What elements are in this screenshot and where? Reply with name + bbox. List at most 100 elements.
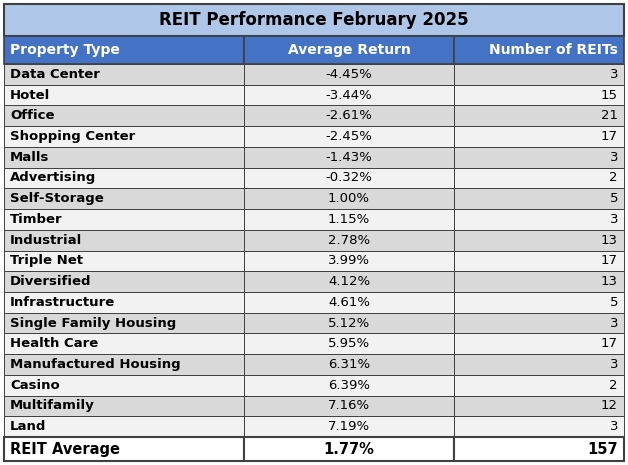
Bar [244, 209, 454, 230]
Text: Hotel: Hotel [10, 89, 50, 101]
Bar [244, 188, 454, 209]
Bar [4, 292, 244, 312]
Bar [4, 437, 244, 461]
Text: -2.61%: -2.61% [325, 109, 372, 122]
Bar [244, 85, 454, 106]
Text: 21: 21 [601, 109, 618, 122]
Text: Shopping Center: Shopping Center [10, 130, 135, 143]
Text: 13: 13 [601, 275, 618, 288]
Bar [454, 106, 624, 126]
Text: 6.31%: 6.31% [328, 358, 370, 371]
Text: Manufactured Housing: Manufactured Housing [10, 358, 181, 371]
Bar [4, 147, 244, 167]
Bar [4, 416, 244, 437]
Text: 1.00%: 1.00% [328, 192, 370, 205]
Bar [244, 106, 454, 126]
Bar [4, 375, 244, 396]
Text: 17: 17 [601, 337, 618, 350]
Bar [4, 396, 244, 416]
Text: -3.44%: -3.44% [326, 89, 372, 101]
Bar [454, 230, 624, 251]
Bar [244, 271, 454, 292]
Text: Diversified: Diversified [10, 275, 92, 288]
Text: REIT Performance February 2025: REIT Performance February 2025 [159, 11, 469, 29]
Bar [4, 312, 244, 333]
Text: 3: 3 [610, 358, 618, 371]
Bar [4, 188, 244, 209]
Bar [454, 416, 624, 437]
Text: Average Return: Average Return [288, 43, 411, 57]
Text: 5: 5 [610, 296, 618, 309]
Text: Property Type: Property Type [10, 43, 120, 57]
Text: Casino: Casino [10, 379, 60, 392]
Bar [454, 271, 624, 292]
Bar [244, 354, 454, 375]
Text: Data Center: Data Center [10, 68, 100, 81]
Bar [244, 230, 454, 251]
Bar [244, 416, 454, 437]
Text: 2: 2 [610, 172, 618, 185]
Bar [454, 209, 624, 230]
Bar [244, 375, 454, 396]
Bar [4, 36, 244, 64]
Text: 6.39%: 6.39% [328, 379, 370, 392]
Bar [4, 209, 244, 230]
Bar [454, 64, 624, 85]
Text: Timber: Timber [10, 213, 63, 226]
Text: Malls: Malls [10, 151, 50, 164]
Bar [454, 333, 624, 354]
Bar [244, 147, 454, 167]
Bar [454, 167, 624, 188]
Text: Industrial: Industrial [10, 233, 82, 246]
Text: Multifamily: Multifamily [10, 399, 95, 412]
Text: 5.95%: 5.95% [328, 337, 370, 350]
Bar [4, 126, 244, 147]
Bar [454, 354, 624, 375]
Text: 3: 3 [610, 151, 618, 164]
Bar [244, 126, 454, 147]
Bar [244, 437, 454, 461]
Bar [244, 396, 454, 416]
Text: 7.16%: 7.16% [328, 399, 370, 412]
Bar [244, 64, 454, 85]
Bar [454, 292, 624, 312]
Text: 17: 17 [601, 130, 618, 143]
Text: 3.99%: 3.99% [328, 254, 370, 267]
Text: 1.77%: 1.77% [323, 441, 374, 457]
Text: 17: 17 [601, 254, 618, 267]
Bar [454, 375, 624, 396]
Bar [244, 167, 454, 188]
Text: Infrastructure: Infrastructure [10, 296, 116, 309]
Bar [454, 147, 624, 167]
Bar [4, 64, 244, 85]
Text: 3: 3 [610, 213, 618, 226]
Text: 7.19%: 7.19% [328, 420, 370, 433]
Text: 2: 2 [610, 379, 618, 392]
Text: -2.45%: -2.45% [325, 130, 372, 143]
Text: Advertising: Advertising [10, 172, 96, 185]
Bar [454, 437, 624, 461]
Text: 15: 15 [601, 89, 618, 101]
Text: 3: 3 [610, 420, 618, 433]
Text: Triple Net: Triple Net [10, 254, 83, 267]
Text: 2.78%: 2.78% [328, 233, 370, 246]
Bar [4, 230, 244, 251]
Text: -0.32%: -0.32% [325, 172, 372, 185]
Bar [4, 251, 244, 271]
Bar [454, 85, 624, 106]
Bar [244, 312, 454, 333]
Bar [244, 333, 454, 354]
Text: Self-Storage: Self-Storage [10, 192, 104, 205]
Bar [454, 251, 624, 271]
Bar [4, 85, 244, 106]
Text: 5: 5 [610, 192, 618, 205]
Text: 3: 3 [610, 317, 618, 330]
Text: Office: Office [10, 109, 55, 122]
Text: -1.43%: -1.43% [325, 151, 372, 164]
Bar [4, 333, 244, 354]
Bar [4, 4, 624, 36]
Text: 4.12%: 4.12% [328, 275, 370, 288]
Bar [244, 292, 454, 312]
Text: REIT Average: REIT Average [10, 441, 120, 457]
Bar [4, 354, 244, 375]
